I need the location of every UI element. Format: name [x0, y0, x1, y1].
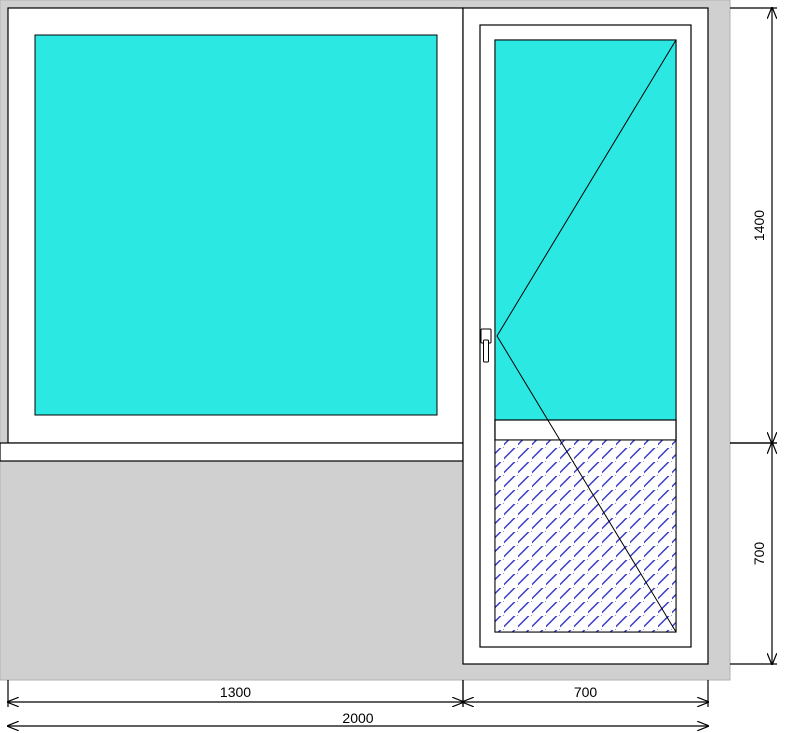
dim-label-2000: 2000	[342, 710, 373, 726]
dim-label-1300: 1300	[220, 684, 251, 700]
fixed-window	[0, 8, 463, 461]
window-sill	[0, 443, 463, 461]
dim-bottom-1300: 1300	[8, 680, 463, 707]
dim-right-700h: 700	[730, 443, 777, 664]
door-mullion	[495, 420, 676, 440]
dim-bottom-total-2000: 2000	[8, 710, 708, 726]
window-glass	[35, 35, 437, 415]
balcony-door	[463, 8, 708, 664]
dim-label-1400: 1400	[751, 210, 767, 241]
dim-bottom-700: 700	[463, 680, 708, 707]
door-panel-hatched	[495, 440, 676, 632]
dim-label-700w: 700	[574, 684, 598, 700]
dim-label-700h: 700	[751, 542, 767, 566]
dim-right-1400: 1400	[730, 8, 777, 443]
window-door-diagram: 1300 700 2000 1400 700	[0, 0, 800, 733]
door-glass	[495, 40, 676, 420]
